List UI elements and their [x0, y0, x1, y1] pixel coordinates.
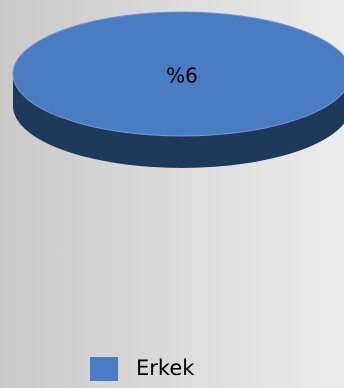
legend-swatch — [90, 357, 118, 381]
legend-label: Erkek — [136, 356, 195, 380]
data-label: %6 — [166, 64, 198, 88]
pie-slice — [12, 11, 344, 137]
pie-side — [13, 74, 344, 168]
